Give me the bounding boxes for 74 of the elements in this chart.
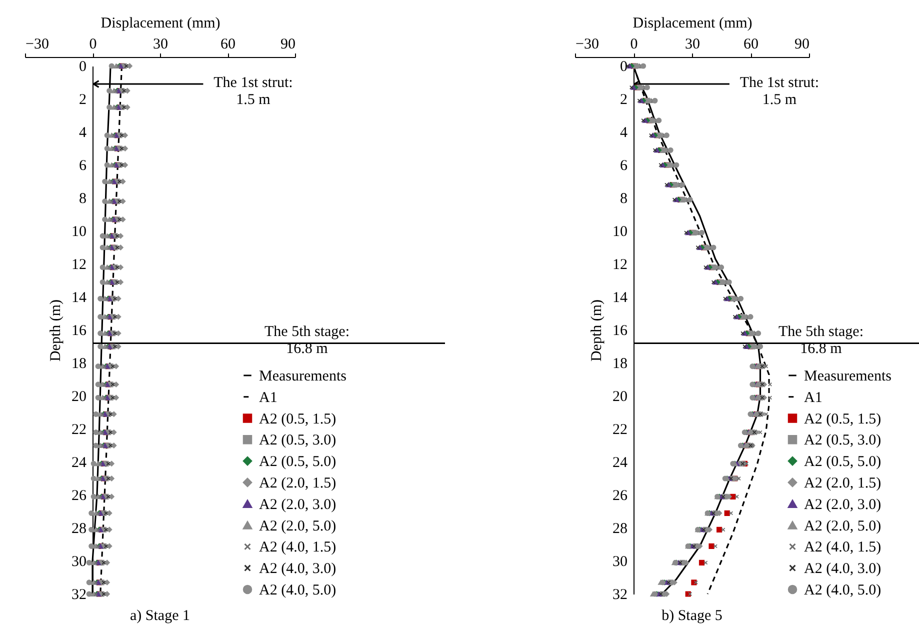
y-tick-label: 10 bbox=[612, 224, 628, 240]
legend-label: A2 (4.0, 3.0) bbox=[259, 561, 336, 578]
x-tick-label: 30 bbox=[153, 36, 168, 52]
y-tick-label: 0 bbox=[79, 59, 86, 75]
y-tick-label: 6 bbox=[79, 158, 87, 174]
y-tick-label: 22 bbox=[612, 422, 628, 438]
legend-label: A2 (4.0, 1.5) bbox=[259, 540, 336, 556]
y-tick-label: 18 bbox=[72, 356, 86, 372]
y-tick-label: 8 bbox=[79, 191, 86, 207]
legend-label: A2 (2.0, 3.0) bbox=[259, 496, 336, 513]
legend-label: A2 (2.0, 5.0) bbox=[804, 518, 882, 534]
x-tick-label: 0 bbox=[630, 36, 638, 52]
y-tick-label: 16 bbox=[612, 323, 628, 339]
x-tick-label: 60 bbox=[744, 36, 758, 52]
x-axis-title: Displacement (mm) bbox=[100, 16, 220, 32]
legend-label: A1 bbox=[804, 390, 822, 406]
y-tick-label: 0 bbox=[620, 59, 628, 75]
legend-label: Measurements bbox=[804, 368, 892, 384]
y-tick-label: 14 bbox=[612, 290, 628, 306]
x-axis-title: Displacement (mm) bbox=[632, 16, 752, 32]
x-tick-label: 60 bbox=[220, 36, 236, 52]
legend-label: A2 (4.0, 3.0) bbox=[804, 561, 882, 578]
y-tick-label: 32 bbox=[72, 587, 86, 603]
y-tick-label: 10 bbox=[72, 224, 86, 240]
legend-label: A2 (2.0, 1.5) bbox=[804, 475, 882, 492]
y-tick-label: 28 bbox=[612, 521, 628, 537]
legend-label: A2 (4.0, 1.5) bbox=[804, 540, 882, 556]
y-tick-label: 22 bbox=[72, 422, 86, 438]
y-tick-label: 8 bbox=[620, 191, 628, 207]
y-tick-label: 26 bbox=[72, 488, 87, 504]
y-tick-label: 14 bbox=[72, 290, 87, 306]
y-axis-title: Depth (m) bbox=[48, 299, 64, 362]
x-tick-label: 0 bbox=[89, 36, 97, 52]
y-axis-title: Depth (m) bbox=[589, 299, 605, 362]
y-tick-label: 32 bbox=[612, 587, 628, 603]
x-tick-label: 90 bbox=[280, 36, 296, 52]
x-tick-label: 90 bbox=[794, 36, 810, 52]
text: a) Stage 1 bbox=[130, 608, 190, 624]
legend-label: A2 (0.5, 5.0) bbox=[259, 454, 336, 470]
y-tick-label: 24 bbox=[612, 455, 628, 471]
y-tick-label: 20 bbox=[612, 389, 628, 405]
y-tick-label: 4 bbox=[620, 125, 628, 141]
y-tick-label: 28 bbox=[72, 521, 86, 537]
legend-label: A2 (0.5, 5.0) bbox=[804, 454, 882, 470]
y-tick-label: 24 bbox=[72, 455, 87, 471]
x-tick-label: 30 bbox=[685, 36, 700, 52]
legend-label: A2 (4.0, 5.0) bbox=[259, 582, 336, 598]
legend-label: A2 (0.5, 3.0) bbox=[804, 432, 882, 449]
legend-label: A2 (0.5, 1.5) bbox=[804, 411, 882, 428]
y-tick-label: 12 bbox=[72, 257, 86, 273]
legend-label: A2 (2.0, 1.5) bbox=[259, 475, 336, 492]
legend-label: A2 (2.0, 3.0) bbox=[804, 496, 882, 513]
x-tick-label: −30 bbox=[576, 36, 599, 52]
y-tick-label: 18 bbox=[612, 356, 628, 372]
y-tick-label: 12 bbox=[612, 257, 628, 273]
y-tick-label: 6 bbox=[620, 158, 628, 174]
annotation: The 1st strut: 1.5 m bbox=[740, 75, 820, 108]
legend-label: A2 (0.5, 1.5) bbox=[259, 411, 336, 428]
legend-label: A2 (4.0, 5.0) bbox=[804, 582, 882, 598]
y-tick-label: 2 bbox=[79, 92, 86, 108]
y-tick-label: 26 bbox=[612, 488, 628, 504]
annotation: The 1st strut: 1.5 m bbox=[214, 75, 293, 108]
y-tick-label: 2 bbox=[620, 92, 628, 108]
legend-label: A2 (0.5, 3.0) bbox=[259, 432, 336, 449]
legend-label: Measurements bbox=[259, 368, 347, 384]
y-tick-label: 16 bbox=[72, 323, 87, 339]
y-tick-label: 4 bbox=[79, 125, 87, 141]
legend-label: A2 (2.0, 5.0) bbox=[259, 518, 336, 534]
y-tick-label: 30 bbox=[72, 554, 86, 570]
y-tick-label: 20 bbox=[72, 389, 86, 405]
y-tick-label: 30 bbox=[612, 554, 628, 570]
text: b) Stage 5 bbox=[662, 608, 722, 624]
legend-label: A1 bbox=[259, 390, 278, 406]
x-tick-label: −30 bbox=[26, 36, 49, 52]
